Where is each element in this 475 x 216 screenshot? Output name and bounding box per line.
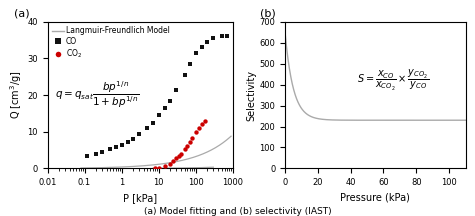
Point	[203, 40, 210, 44]
Point	[181, 73, 189, 77]
X-axis label: Pressure (kPa): Pressure (kPa)	[340, 193, 410, 203]
Point	[151, 167, 159, 170]
Point	[155, 114, 162, 117]
Text: $q = q_{sat}\dfrac{bp^{1/n}}{1+bp^{1/n}}$: $q = q_{sat}\dfrac{bp^{1/n}}{1+bp^{1/n}}…	[55, 80, 139, 110]
Point	[186, 140, 194, 144]
Point	[162, 106, 169, 110]
Point	[84, 155, 91, 158]
Text: (b): (b)	[260, 9, 276, 19]
Point	[188, 137, 196, 140]
X-axis label: P [kPa]: P [kPa]	[123, 193, 157, 203]
Point	[199, 46, 206, 49]
Point	[223, 34, 231, 37]
Y-axis label: Q [cm$^3$/g]: Q [cm$^3$/g]	[9, 71, 24, 119]
Point	[149, 122, 157, 125]
Point	[170, 159, 177, 163]
Point	[172, 156, 180, 160]
Text: (a): (a)	[14, 9, 30, 19]
Point	[201, 120, 209, 123]
Point	[98, 150, 106, 154]
Point	[209, 36, 217, 40]
Point	[112, 145, 120, 149]
Point	[118, 143, 125, 146]
Point	[184, 144, 191, 148]
Point	[192, 131, 200, 134]
Point	[186, 62, 194, 66]
Point	[92, 152, 99, 156]
Point	[124, 140, 132, 143]
Point	[172, 88, 180, 91]
Text: (a) Model fitting and (b) selectivity (IAST): (a) Model fitting and (b) selectivity (I…	[143, 207, 332, 216]
Point	[192, 51, 200, 54]
Point	[155, 166, 162, 170]
Text: $S = \dfrac{x_{CO}}{x_{CO_2}} \times \dfrac{y_{CO_2}}{y_{CO}}$: $S = \dfrac{x_{CO}}{x_{CO_2}} \times \df…	[357, 68, 429, 93]
Point	[199, 123, 206, 126]
Point	[107, 148, 114, 151]
Point	[181, 148, 189, 151]
Point	[144, 126, 152, 130]
Point	[129, 137, 136, 140]
Point	[218, 35, 226, 38]
Point	[175, 154, 182, 158]
Point	[195, 126, 202, 130]
Point	[166, 99, 173, 102]
Point	[135, 133, 143, 136]
Point	[177, 152, 185, 156]
Y-axis label: Selectivity: Selectivity	[247, 70, 256, 121]
Point	[166, 162, 173, 165]
Point	[162, 164, 169, 168]
Legend: Langmuir-Freundlich Model, CO, CO$_2$: Langmuir-Freundlich Model, CO, CO$_2$	[51, 25, 171, 60]
